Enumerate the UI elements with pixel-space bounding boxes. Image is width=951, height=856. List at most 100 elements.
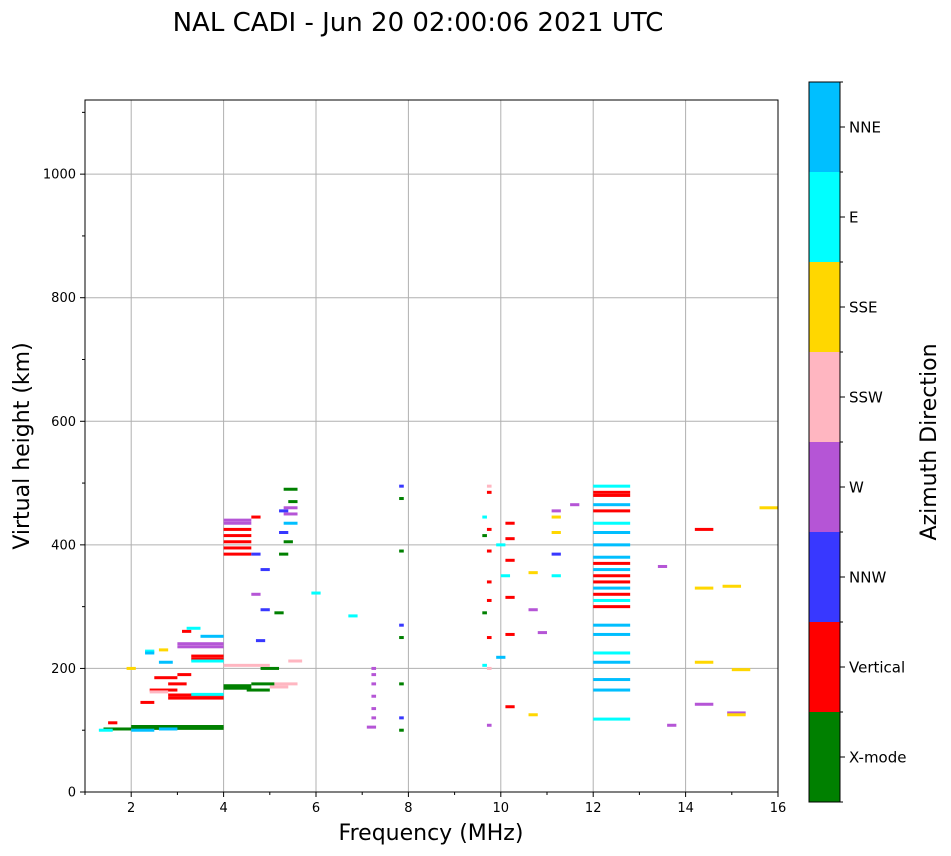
x-tick-label: 14 [677, 801, 694, 816]
echo-mark-e [191, 692, 224, 696]
echo-mark-x-mode [246, 688, 270, 692]
y-tick-label: 0 [68, 786, 76, 801]
echo-mark-x-mode [399, 549, 404, 553]
echo-mark-vertical [486, 490, 492, 494]
echo-mark-nnw [399, 716, 404, 720]
echo-mark-vertical [223, 552, 252, 556]
echo-mark-vertical [593, 490, 631, 494]
echo-mark-nne [593, 586, 631, 590]
echo-mark-x-mode [482, 534, 487, 538]
echo-mark-w [727, 711, 746, 715]
echo-mark-nne [496, 655, 506, 659]
echo-mark-vertical [593, 605, 631, 609]
echo-mark-sse [528, 571, 538, 575]
y-tick-label: 600 [51, 415, 76, 430]
grid [85, 100, 778, 792]
echo-mark-w [223, 518, 252, 522]
echo-mark-w [694, 702, 714, 706]
echo-mark-e [191, 659, 224, 663]
echo-mark-vertical [593, 574, 631, 578]
colorbar-tick-label: SSE [849, 299, 878, 317]
y-tick-label: 400 [51, 538, 76, 553]
echo-mark-nnw [399, 484, 404, 488]
echo-mark-x-mode [482, 611, 487, 615]
echo-mark-sse [759, 506, 778, 510]
echo-mark-x-mode [274, 611, 284, 615]
echo-mark-nne [158, 660, 173, 664]
echo-mark-vertical [191, 654, 224, 658]
x-tick-label: 8 [404, 801, 412, 816]
echo-mark-vertical [149, 688, 178, 692]
echo-mark-w [283, 506, 298, 510]
echo-mark-w [667, 723, 677, 727]
echo-mark-vertical [593, 561, 631, 565]
echo-mark-nnw [260, 568, 270, 572]
echo-mark-w [371, 666, 377, 670]
echo-mark-vertical [593, 580, 631, 584]
echo-mark-nne [593, 660, 631, 664]
echo-mark-ssw [149, 690, 169, 694]
echo-mark-x-mode [223, 684, 252, 688]
echo-mark-ssw [288, 659, 303, 663]
echo-mark-sse [528, 713, 538, 717]
echo-mark-e [98, 728, 113, 732]
echo-mark-nnw [399, 623, 404, 627]
echo-mark-nne [593, 503, 631, 507]
colorbar-swatch [809, 262, 840, 352]
colorbar-tick-label: X-mode [849, 749, 906, 767]
echo-mark-x-mode [283, 487, 298, 491]
echo-mark-vertical [694, 527, 714, 531]
echo-mark-e [593, 717, 631, 721]
echo-mark-e [186, 626, 201, 630]
y-axis-label: Virtual height (km) [10, 342, 35, 549]
echo-mark-w [486, 723, 492, 727]
colorbar-swatch [809, 172, 840, 262]
x-tick-label: 12 [585, 801, 602, 816]
colorbar-swatch [809, 82, 840, 172]
echo-mark-sse [694, 586, 714, 590]
x-tick-label: 4 [219, 801, 227, 816]
echo-mark-nne [593, 678, 631, 682]
echo-mark-nne [158, 727, 178, 731]
echo-mark-vertical [505, 595, 515, 599]
y-tick-label: 200 [51, 662, 76, 677]
echo-mark-nne [593, 543, 631, 547]
echo-mark-vertical [223, 546, 252, 550]
y-tick-label: 800 [51, 291, 76, 306]
colorbar-label: Azimuth Direction [917, 343, 942, 540]
colorbar-swatch [809, 712, 840, 802]
colorbar-tick-label: SSW [849, 389, 883, 407]
echo-mark-w [177, 645, 224, 649]
echo-mark-x-mode [223, 686, 252, 690]
echo-mark-sse [731, 668, 751, 672]
echo-mark-x-mode [260, 666, 280, 670]
echo-mark-e [593, 651, 631, 655]
y-tick-label: 1000 [43, 168, 76, 183]
echo-mark-nne [131, 728, 155, 732]
echo-mark-vertical [505, 558, 515, 562]
echo-mark-nnw [279, 509, 289, 513]
echo-mark-w [283, 512, 298, 516]
echo-mark-nne [593, 555, 631, 559]
axis-ticks: 2 4 6 8 10 12 14 16 0 200 400 600 800 1000 [43, 111, 786, 816]
colorbar: X-mode Vertical NNW W SSW SSE E NNE [808, 81, 906, 803]
plot-frame [84, 99, 779, 793]
x-axis-label: Frequency (MHz) [339, 821, 524, 846]
echo-mark-vertical [177, 673, 192, 677]
echo-mark-ssw [486, 484, 492, 488]
echo-mark-x-mode [399, 497, 404, 501]
echo-mark-sse [158, 648, 169, 652]
echo-mark-w [371, 694, 377, 698]
echo-mark-nnw [255, 639, 266, 643]
x-tick-label: 10 [493, 801, 510, 816]
echo-mark-x-mode [399, 682, 404, 686]
colorbar-frame [808, 81, 841, 803]
echo-mark-e [311, 591, 321, 595]
echo-mark-ssw [274, 682, 298, 686]
echo-mark-x-mode [279, 552, 289, 556]
echo-mark-ssw [486, 666, 492, 670]
echo-mark-vertical [223, 534, 252, 538]
echo-mark-vertical [593, 509, 631, 513]
colorbar-tick-label: NNW [849, 569, 886, 587]
colorbar-swatch [809, 442, 840, 532]
